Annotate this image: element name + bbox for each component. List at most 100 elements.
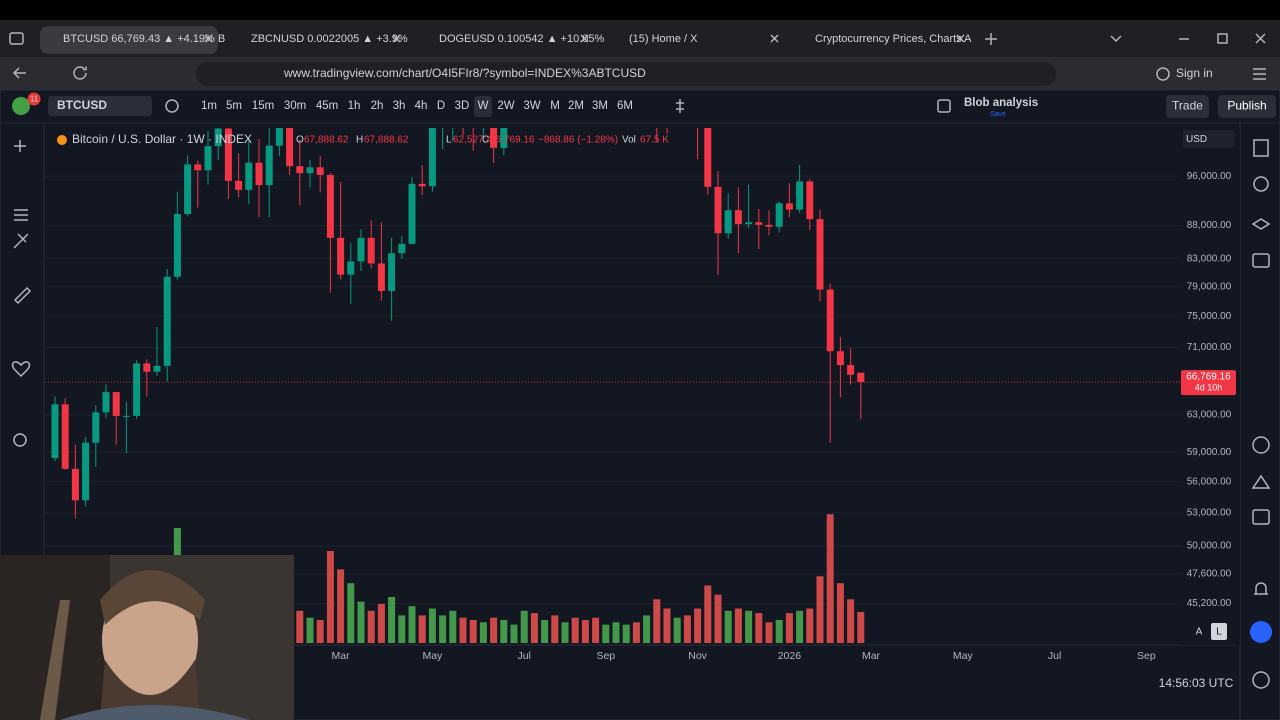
sign-in[interactable]: Sign in xyxy=(1176,66,1213,80)
interval[interactable]: 3D xyxy=(455,100,470,112)
interval[interactable]: 4h xyxy=(415,100,428,112)
volume-bar xyxy=(816,576,824,643)
tab-close[interactable] xyxy=(580,34,589,43)
trade[interactable]: Trade xyxy=(1172,99,1203,113)
y-tick-label: 56,000.00 xyxy=(1187,476,1232,487)
x-tick-label: Jul xyxy=(517,650,530,662)
symbol[interactable]: BTCUSD xyxy=(57,98,107,112)
candle-body xyxy=(173,213,181,277)
volume-bar xyxy=(694,608,702,643)
symbol-box[interactable] xyxy=(48,96,152,116)
tab-title[interactable]: (15) Home / X xyxy=(629,33,698,45)
ohlc-value: 67,888.62 xyxy=(364,135,409,146)
tab-title[interactable]: BTCUSD 66,769.43 ▲ +4.19% B xyxy=(63,33,225,45)
candle-body xyxy=(704,128,712,187)
volume-bar xyxy=(530,613,538,643)
ohlc-value: 67,888.62 xyxy=(304,135,349,146)
volume-bar xyxy=(683,615,691,643)
right-toolbar xyxy=(1239,122,1280,720)
candle-body xyxy=(367,237,375,264)
candle-body xyxy=(724,210,732,234)
tab-title[interactable]: Cryptocurrency Prices, Charts A xyxy=(815,33,972,45)
candle-body xyxy=(337,237,345,275)
scale-button[interactable]: A xyxy=(1196,627,1203,638)
layout-name[interactable]: Blob analysis xyxy=(964,97,1038,109)
candle-body xyxy=(857,372,865,383)
candle-body xyxy=(826,289,834,352)
interval[interactable]: 3h xyxy=(393,100,406,112)
tab-title[interactable]: ZBCNUSD 0.0022005 ▲ +3.9% xyxy=(251,33,408,45)
interval[interactable]: M xyxy=(550,100,560,112)
y-tick-label: 53,000.00 xyxy=(1187,508,1232,519)
ohlc-key: C xyxy=(482,135,489,146)
currency-box[interactable] xyxy=(1183,130,1235,148)
y-tick-label: 50,000.00 xyxy=(1187,541,1232,552)
y-tick-label: 71,000.00 xyxy=(1187,342,1232,353)
trade-button[interactable] xyxy=(1166,95,1209,118)
address-field[interactable] xyxy=(196,62,1056,86)
volume-bar xyxy=(408,606,416,643)
interval[interactable]: 45m xyxy=(316,100,338,112)
volume-bar xyxy=(306,617,314,643)
candle-body xyxy=(245,162,253,190)
interval[interactable]: W xyxy=(478,100,489,112)
volume-bar xyxy=(347,583,355,643)
interval[interactable]: 1h xyxy=(348,100,361,112)
url[interactable]: www.tradingview.com/chart/O4I5FIr8/?symb… xyxy=(283,66,646,80)
volume-bar xyxy=(561,622,569,643)
tab-close[interactable] xyxy=(956,34,965,43)
volume-bar xyxy=(857,611,865,643)
volume-bar xyxy=(479,622,487,643)
y-tick-label: 75,000.00 xyxy=(1187,311,1232,322)
volume-bar xyxy=(357,601,365,643)
x-tick-label: May xyxy=(953,650,974,662)
avatar[interactable] xyxy=(12,97,30,115)
volume-bar xyxy=(724,610,732,643)
candle-body xyxy=(398,243,406,254)
volume-bar xyxy=(806,608,814,643)
candle-body xyxy=(765,224,773,227)
interval[interactable]: 2M xyxy=(568,100,584,112)
tab-close[interactable] xyxy=(204,34,213,43)
top-strip xyxy=(0,0,1280,20)
interval[interactable]: 2W xyxy=(497,100,514,112)
candle-body xyxy=(265,145,273,186)
change: −868.86 (−1.28%) xyxy=(538,135,618,146)
publish-button[interactable] xyxy=(1218,95,1276,118)
x-tick-label: Sep xyxy=(596,650,615,662)
interval[interactable]: D xyxy=(437,100,445,112)
candle-body xyxy=(112,392,120,416)
currency[interactable]: USD xyxy=(1186,134,1207,145)
volume-bar xyxy=(592,617,600,643)
volume-bar xyxy=(337,569,345,643)
interval[interactable]: 3W xyxy=(523,100,540,112)
x-tick-label: 2026 xyxy=(778,650,802,662)
interval[interactable]: 3M xyxy=(592,100,608,112)
symbol-logo xyxy=(57,135,67,145)
interval[interactable]: 6M xyxy=(617,100,633,112)
active-tab-bg xyxy=(40,26,218,54)
volume-bar xyxy=(398,615,406,643)
publish[interactable]: Publish xyxy=(1227,99,1266,113)
y-tick-label: 79,000.00 xyxy=(1187,281,1232,292)
candle-body xyxy=(184,164,192,214)
candle-body xyxy=(204,146,212,171)
candle-body xyxy=(326,174,334,238)
volume-bar xyxy=(541,620,549,643)
candle-body xyxy=(836,351,844,366)
x-tick-label: Jul xyxy=(1048,650,1061,662)
y-tick-label: 88,000.00 xyxy=(1187,220,1232,231)
tab-title[interactable]: DOGEUSD 0.100542 ▲ +10.05% xyxy=(439,33,605,45)
interval[interactable]: 5m xyxy=(226,100,242,112)
interval[interactable]: 2h xyxy=(371,100,384,112)
candle-body xyxy=(306,167,314,174)
interval[interactable]: 15m xyxy=(252,100,274,112)
interval[interactable]: 30m xyxy=(284,100,306,112)
scale-button[interactable]: L xyxy=(1216,627,1222,638)
candle-body xyxy=(500,128,508,148)
volume-bar xyxy=(775,620,783,643)
volume-bar xyxy=(734,608,742,643)
tab-close[interactable] xyxy=(770,34,779,43)
interval[interactable]: 1m xyxy=(201,100,217,112)
tab-close[interactable] xyxy=(392,34,401,43)
